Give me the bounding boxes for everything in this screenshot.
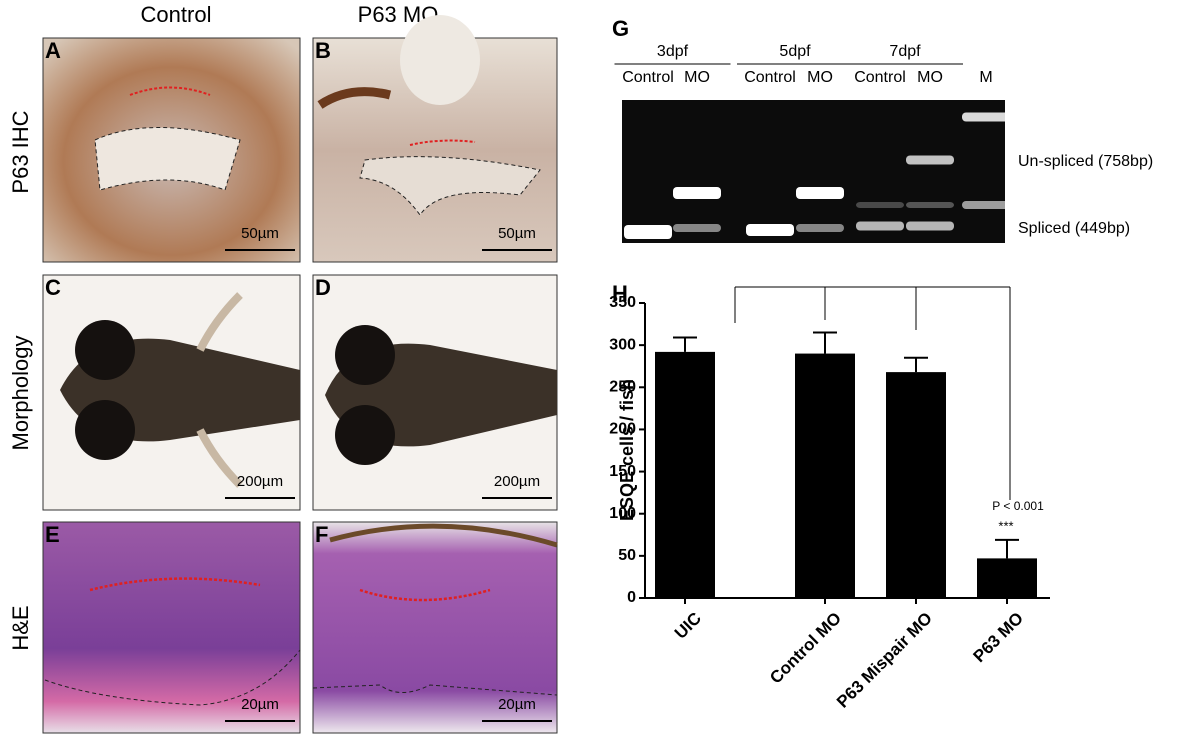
gel-band <box>962 112 1010 122</box>
y-tick-label: 200 <box>609 421 636 438</box>
lane-label: MO <box>917 69 943 86</box>
shape <box>75 320 135 380</box>
band-label: Un-spliced (758bp) <box>1018 153 1153 170</box>
gel-band <box>856 221 904 231</box>
y-tick-label: 350 <box>609 294 636 311</box>
group-label: 7dpf <box>889 43 921 60</box>
panel-label: E <box>45 522 60 547</box>
outline <box>409 139 476 146</box>
panel-label: H <box>612 281 628 306</box>
panel-label: G <box>612 16 629 41</box>
panel-label: C <box>45 275 61 300</box>
gel-band <box>906 155 954 165</box>
shape <box>317 87 392 109</box>
gel-band <box>624 225 672 239</box>
panel-label: B <box>315 38 331 63</box>
annotation: *** <box>998 518 1013 533</box>
lane-label: MO <box>807 69 833 86</box>
bar <box>795 353 855 598</box>
micrographs <box>42 15 558 734</box>
gel-band <box>746 224 794 236</box>
y-tick-label: 300 <box>609 336 636 353</box>
y-tick-label: 150 <box>609 463 636 480</box>
y-tick-label: 250 <box>609 379 636 396</box>
gel-band <box>906 221 954 231</box>
gel-band <box>673 187 721 199</box>
bar <box>886 372 946 598</box>
group-label: 3dpf <box>657 43 689 60</box>
gel <box>622 100 1005 243</box>
error-bar <box>904 356 928 373</box>
y-tick-label: 0 <box>627 589 636 606</box>
scale-label: 20µm <box>241 696 279 713</box>
bar <box>655 351 715 598</box>
annotation: P < 0.001 <box>992 499 1044 513</box>
lane-label: M <box>979 69 992 86</box>
error-bar <box>813 331 837 354</box>
scale-label: 200µm <box>237 473 283 490</box>
bar <box>977 558 1037 598</box>
bracket <box>734 286 1011 500</box>
micrograph <box>42 521 301 734</box>
x-tick-label: UIC <box>671 609 705 643</box>
scale-label: 50µm <box>241 225 279 242</box>
band-label: Spliced (449bp) <box>1018 220 1130 237</box>
column-header: Control <box>141 2 212 27</box>
shape <box>329 523 558 548</box>
x-tick-label: P63 MO <box>969 609 1027 667</box>
shape <box>196 428 243 488</box>
shape <box>400 15 480 105</box>
lane-label: Control <box>744 69 796 86</box>
outline <box>44 649 301 706</box>
gel-band <box>962 201 1010 209</box>
scale-label: 200µm <box>494 473 540 490</box>
row-label: Morphology <box>8 336 33 451</box>
group-label: 5dpf <box>779 43 811 60</box>
y-tick-label: 50 <box>618 547 636 564</box>
panel-label: A <box>45 38 61 63</box>
lane-label: Control <box>854 69 906 86</box>
shape <box>335 325 395 385</box>
shape <box>335 405 395 465</box>
gel-band <box>673 224 721 232</box>
y-tick-label: 100 <box>609 505 636 522</box>
micrograph <box>312 521 558 734</box>
outline <box>359 588 491 602</box>
gel-band <box>906 202 954 208</box>
gel-band <box>796 187 844 199</box>
panel-label: F <box>315 522 328 547</box>
error-bar <box>673 336 697 352</box>
y-axis-label: ESQE cells / fish <box>617 379 637 521</box>
scale-label: 50µm <box>498 225 536 242</box>
panel-label: D <box>315 275 331 300</box>
x-tick-label: P63 Mispair MO <box>833 609 936 712</box>
outline <box>359 156 541 216</box>
lane-label: MO <box>684 69 710 86</box>
x-tick-label: Control MO <box>766 609 845 688</box>
outline <box>312 684 558 696</box>
shape <box>196 292 243 352</box>
outline <box>129 86 211 96</box>
gel-band <box>796 224 844 232</box>
gel-band <box>856 202 904 208</box>
shape <box>75 400 135 460</box>
error-bar <box>995 538 1019 559</box>
row-label: P63 IHC <box>8 110 33 193</box>
lane-label: Control <box>622 69 674 86</box>
outline <box>94 127 241 191</box>
scale-label: 20µm <box>498 696 536 713</box>
row-label: H&E <box>8 605 33 650</box>
